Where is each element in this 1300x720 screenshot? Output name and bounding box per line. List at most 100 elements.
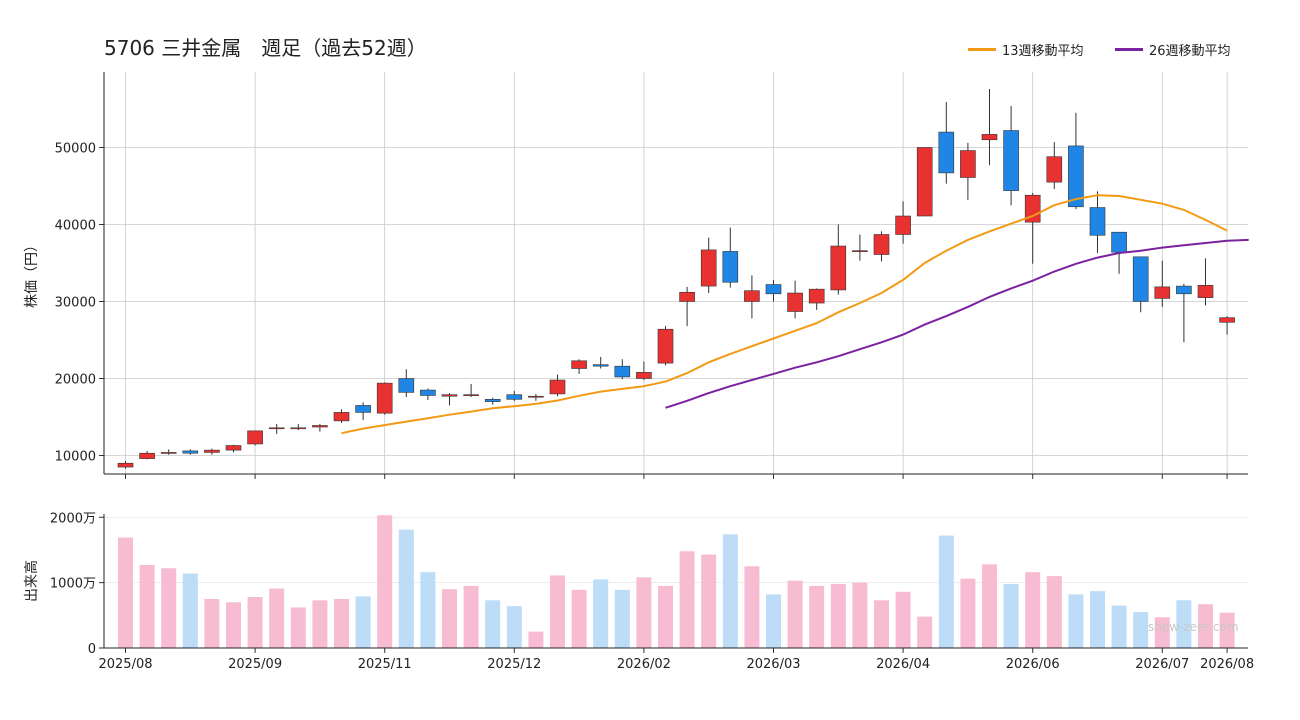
volume-bar — [614, 589, 630, 648]
candle-body — [895, 215, 911, 235]
volume-bar — [377, 515, 393, 648]
legend-swatch-ma13 — [968, 48, 996, 51]
candle-body — [549, 379, 566, 395]
ma13-line — [341, 194, 1228, 435]
candle-body — [506, 394, 523, 400]
volume-bar — [161, 568, 177, 648]
candle-body — [657, 328, 674, 364]
volume-axis-label: 出来高 — [23, 560, 40, 602]
volume-bars — [118, 515, 1235, 648]
candle-body — [916, 147, 933, 217]
candle-body — [1068, 145, 1084, 208]
price-y-tick-label: 20000 — [55, 373, 96, 388]
candle-body — [441, 394, 458, 397]
candle-body — [571, 360, 587, 369]
candle-body — [808, 288, 825, 304]
volume-bar — [679, 551, 695, 648]
volume-bar — [917, 616, 933, 648]
x-tick-label: 2026/02 — [617, 657, 671, 672]
volume-bar — [1219, 612, 1235, 648]
candle-body — [1154, 286, 1171, 299]
candle-body — [290, 427, 307, 430]
volume-bar — [1133, 612, 1149, 648]
price-y-tick-label: 40000 — [55, 218, 96, 233]
volume-bar — [355, 596, 371, 648]
x-tick-label: 2026/06 — [1006, 657, 1060, 672]
volume-bar — [1046, 576, 1062, 648]
candle-body — [420, 389, 436, 396]
candle-body — [1219, 317, 1235, 323]
volume-bar — [895, 591, 911, 648]
volume-bar — [1198, 604, 1213, 648]
candle-body — [1197, 285, 1214, 298]
candle-body — [225, 445, 242, 451]
candle-body — [312, 425, 328, 428]
legend-label-ma13: 13週移動平均 — [1002, 44, 1084, 59]
volume-bar — [485, 600, 501, 648]
volume-bar — [290, 607, 306, 648]
volume-bar — [852, 582, 868, 648]
candle-body — [614, 365, 631, 378]
candle-body — [1132, 256, 1149, 302]
volume-bar — [1154, 617, 1170, 648]
candle-body — [636, 372, 652, 379]
volume-bar — [528, 631, 544, 648]
candle-body — [463, 394, 479, 396]
candle-body — [744, 290, 760, 302]
candle-body — [268, 427, 285, 430]
volume-bar — [809, 585, 825, 648]
chart-title: 5706 三井金属 週足（過去52週） — [104, 36, 427, 60]
volume-bar — [938, 535, 954, 648]
volume-bar — [204, 598, 220, 648]
legend-swatch-ma26 — [1115, 48, 1143, 51]
volume-bar — [334, 598, 349, 648]
volume-bar — [247, 597, 263, 648]
price-y-tick-label: 10000 — [55, 450, 96, 465]
candle-body — [787, 292, 803, 312]
volume-bar — [1090, 591, 1105, 648]
legend-item-ma26: 26週移動平均 — [1115, 40, 1231, 59]
candle-body — [528, 395, 544, 398]
volume-bar — [269, 588, 285, 648]
price-y-tick-label: 50000 — [55, 141, 96, 156]
volume-y-tick-label: 0 — [88, 642, 96, 657]
volume-bar — [118, 537, 133, 648]
candle-body — [1024, 194, 1041, 223]
candle-body — [765, 284, 782, 295]
volume-bar — [874, 600, 889, 648]
volume-bar — [139, 564, 155, 648]
volume-bar — [506, 606, 522, 648]
candle-body — [139, 452, 155, 459]
volume-bar — [960, 578, 976, 648]
volume-bar — [766, 594, 781, 648]
volume-bar — [830, 583, 846, 648]
volume-bar — [312, 600, 328, 648]
x-tick-label: 2025/12 — [487, 657, 541, 672]
moving-average-lines — [341, 194, 1249, 435]
candle-body — [852, 250, 868, 252]
volume-bar — [226, 602, 241, 648]
candle-body — [592, 364, 609, 367]
price-grid — [104, 72, 1248, 474]
volume-bar — [1176, 600, 1192, 648]
candle-body — [376, 382, 393, 414]
candle-body — [981, 134, 998, 141]
volume-y-tick-label: 2000万 — [50, 511, 96, 526]
candle-body — [1089, 207, 1106, 236]
volume-bar — [722, 534, 738, 648]
volume-bar — [398, 529, 414, 648]
candle-body — [355, 405, 371, 413]
candlesticks — [117, 88, 1235, 469]
candle-body — [398, 378, 415, 393]
volume-bar — [701, 554, 717, 648]
x-tick-label: 2025/11 — [358, 657, 412, 672]
x-tick-label: 2026/08 — [1200, 657, 1254, 672]
axes — [99, 72, 1248, 653]
volume-bar — [636, 577, 652, 648]
candle-body — [484, 398, 501, 402]
candle-body — [1046, 156, 1063, 183]
candle-body — [830, 245, 847, 291]
volume-bar — [182, 573, 198, 648]
candle-body — [333, 412, 350, 422]
